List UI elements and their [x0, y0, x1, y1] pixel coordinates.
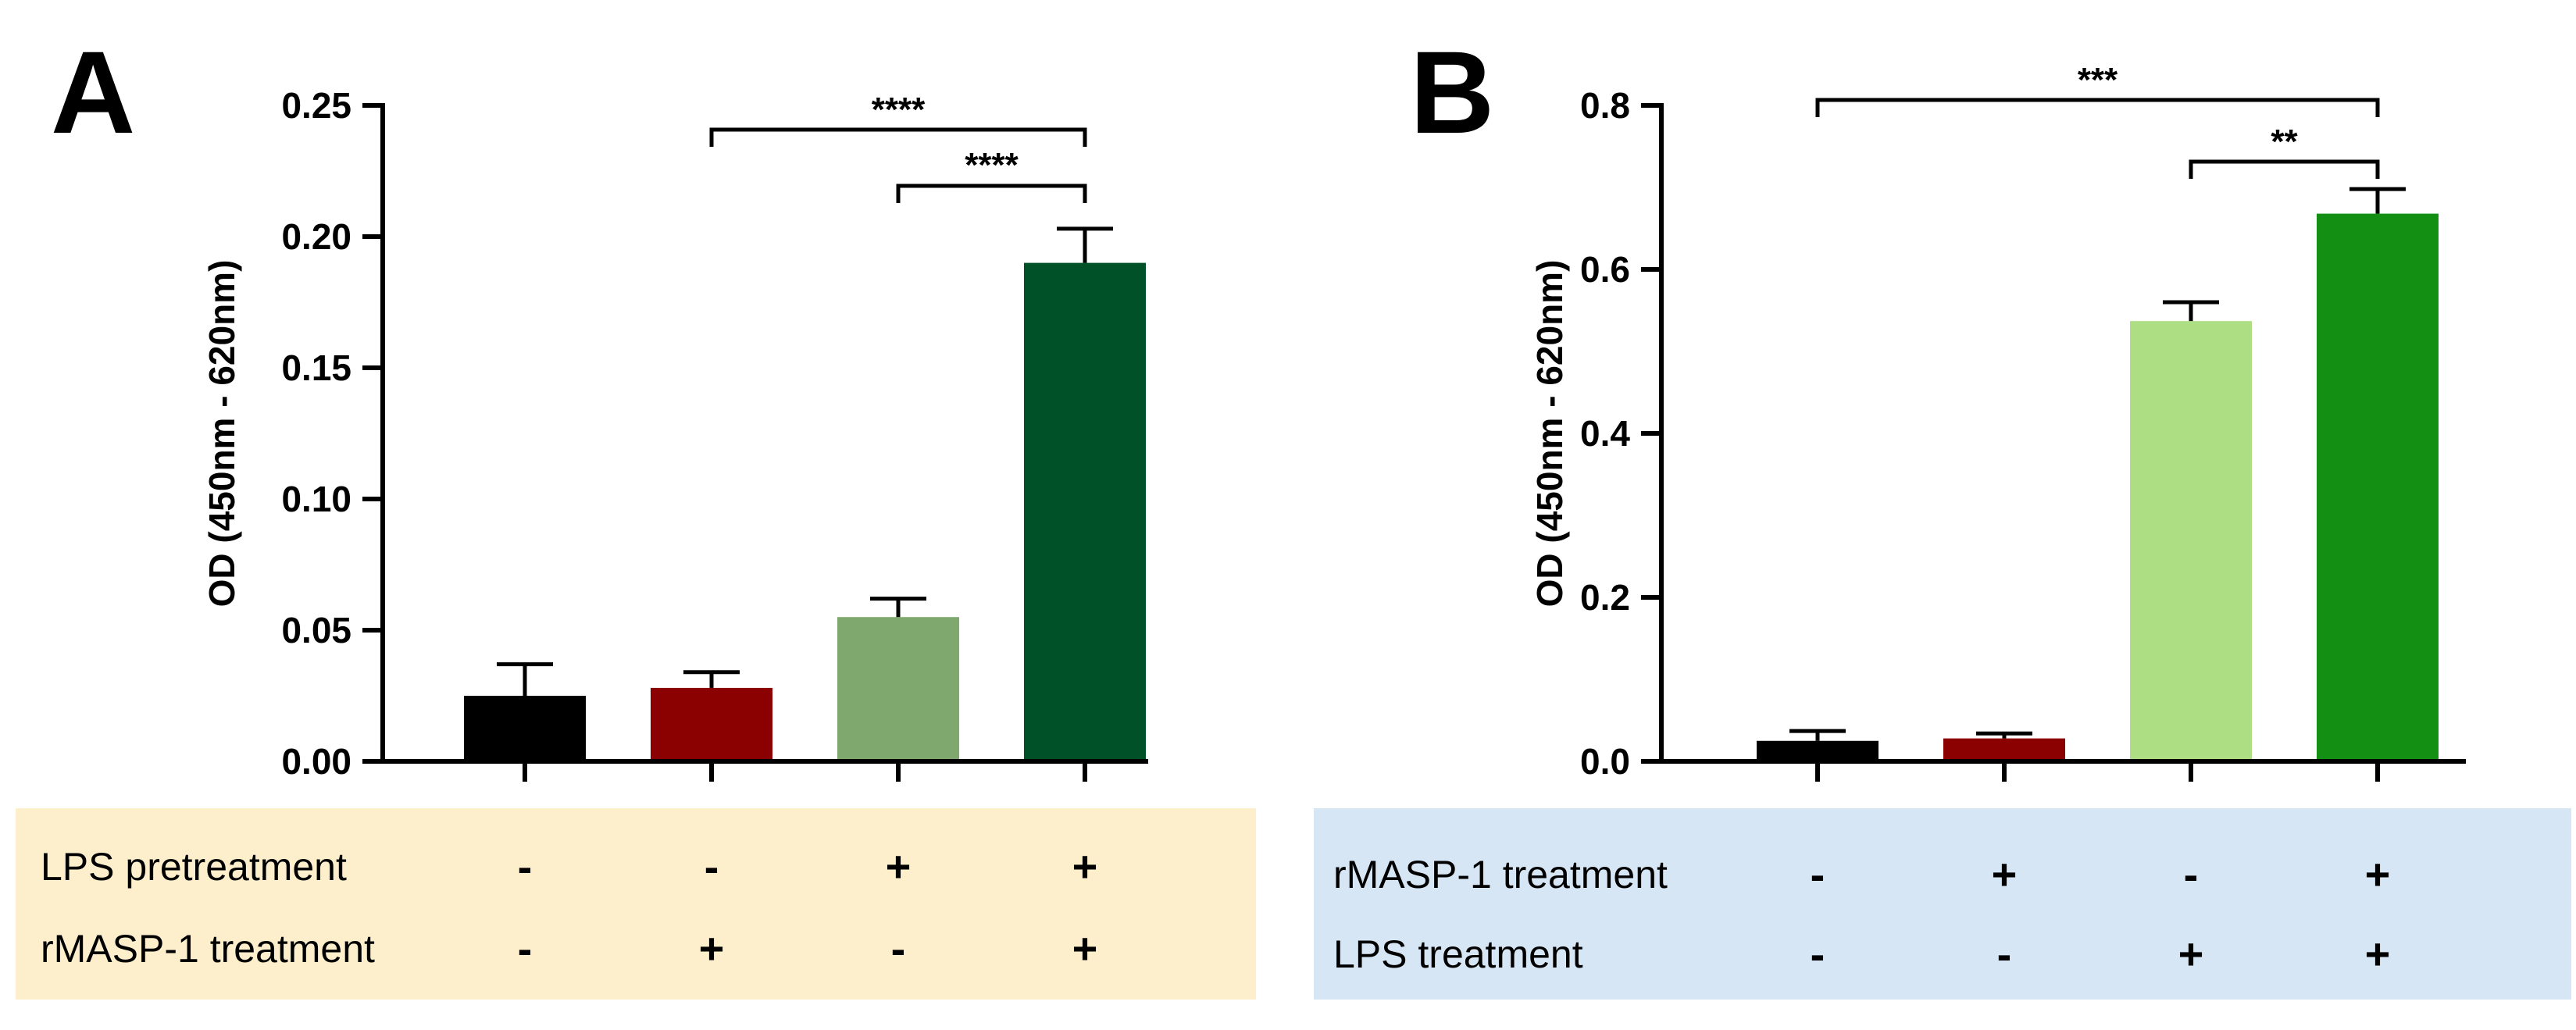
- y-tick-label-a-5: 0.20: [281, 216, 351, 257]
- bar-a-4: [1024, 262, 1146, 762]
- y-tick-label-a-1: 0.00: [281, 741, 351, 782]
- bar-b-1: [1757, 740, 1878, 761]
- table-sign-b-1-1: -: [1811, 850, 1825, 899]
- y-tick-label-b-1: 0.0: [1580, 741, 1630, 782]
- significance-bracket-b-2: [2189, 159, 2380, 179]
- table-sign-a-2-3: -: [891, 924, 906, 973]
- significance-bracket-a-2: [896, 184, 1087, 203]
- table-sign-a-2-2: +: [699, 924, 725, 973]
- bar-b-2: [1943, 738, 2065, 761]
- table-row-label-a-2: rMASP-1 treatment: [41, 927, 375, 971]
- table-sign-a-1-4: +: [1072, 842, 1098, 891]
- significance-label-a-1: ****: [872, 91, 926, 129]
- table-sign-b-2-3: +: [2178, 929, 2204, 978]
- panel-letter-b: B: [1410, 27, 1494, 158]
- table-sign-a-2-1: -: [518, 924, 533, 973]
- table-sign-b-2-2: -: [1997, 929, 2012, 978]
- table-sign-b-1-2: +: [1992, 850, 2018, 899]
- bar-a-1: [464, 696, 586, 761]
- y-tick-label-a-4: 0.15: [281, 347, 351, 388]
- y-tick-label-a-6: 0.25: [281, 85, 351, 126]
- y-tick-label-b-2: 0.2: [1580, 577, 1630, 618]
- bar-b-3: [2130, 321, 2252, 761]
- table-sign-a-1-1: -: [518, 842, 533, 891]
- table-sign-b-1-4: +: [2365, 850, 2391, 899]
- bar-a-2: [651, 687, 772, 761]
- table-row-label-a-1: LPS pretreatment: [41, 845, 347, 889]
- significance-label-b-1: ***: [2078, 61, 2118, 99]
- y-axis-label-b: OD (450nm - 620nm): [1529, 260, 1570, 608]
- treatment-table-b: [1314, 808, 2571, 1000]
- y-tick-label-b-5: 0.8: [1580, 85, 1630, 126]
- bar-b-4: [2317, 213, 2439, 762]
- table-sign-a-1-2: -: [705, 842, 719, 891]
- significance-bracket-a-1: [709, 127, 1087, 147]
- table-row-label-b-2: LPS treatment: [1333, 932, 1583, 976]
- significance-label-a-2: ****: [965, 146, 1019, 184]
- table-sign-a-2-4: +: [1072, 924, 1098, 973]
- treatment-table-a: [16, 808, 1256, 1000]
- y-tick-label-b-3: 0.4: [1580, 413, 1630, 454]
- y-tick-label-b-4: 0.6: [1580, 249, 1630, 290]
- table-sign-b-2-1: -: [1811, 929, 1825, 978]
- y-tick-label-a-2: 0.05: [281, 610, 351, 650]
- table-sign-a-1-3: +: [886, 842, 912, 891]
- panel-letter-a: A: [51, 27, 135, 158]
- table-sign-b-2-4: +: [2365, 929, 2391, 978]
- significance-bracket-b-1: [1815, 98, 2380, 117]
- table-row-label-b-1: rMASP-1 treatment: [1333, 853, 1668, 896]
- significance-label-b-2: **: [2271, 123, 2298, 161]
- y-tick-label-a-3: 0.10: [281, 479, 351, 519]
- table-sign-b-1-3: -: [2184, 850, 2199, 899]
- bar-a-3: [837, 617, 959, 761]
- y-axis-label-a: OD (450nm - 620nm): [202, 260, 242, 608]
